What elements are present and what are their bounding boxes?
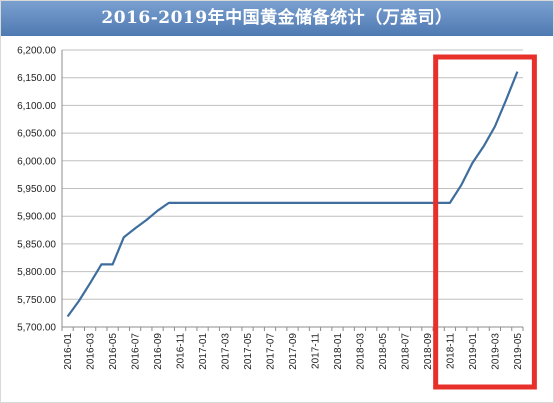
x-tick-label: 2019-01 bbox=[468, 333, 479, 370]
y-tick-label: 6,050.00 bbox=[17, 129, 56, 140]
highlight-box bbox=[433, 54, 537, 390]
x-tick-label: 2016-07 bbox=[131, 333, 142, 370]
y-tick-label: 6,150.00 bbox=[17, 73, 56, 84]
highlight-layer bbox=[433, 54, 537, 390]
series-line bbox=[66, 71, 519, 318]
series-layer bbox=[66, 71, 519, 318]
x-tick-label: 2018-05 bbox=[378, 333, 389, 370]
y-tick-label: 6,000.00 bbox=[17, 156, 56, 167]
x-tick-label: 2018-03 bbox=[355, 333, 366, 370]
y-tick-label: 5,850.00 bbox=[17, 239, 56, 250]
y-tick-label: 6,100.00 bbox=[17, 101, 56, 112]
y-tick-label: 6,200.00 bbox=[17, 46, 56, 57]
y-tick-label: 5,750.00 bbox=[17, 295, 56, 306]
x-tick-label: 2017-07 bbox=[266, 333, 277, 370]
x-tick-label: 2019-05 bbox=[513, 333, 524, 370]
x-tick-label: 2018-09 bbox=[423, 333, 434, 370]
x-tick-label: 2019-03 bbox=[490, 333, 501, 370]
y-tick-label: 5,700.00 bbox=[17, 323, 56, 334]
x-tick-label: 2016-11 bbox=[176, 333, 187, 369]
x-tick-label: 2016-01 bbox=[63, 333, 74, 370]
x-tick-label: 2016-09 bbox=[153, 333, 164, 370]
x-axis bbox=[61, 50, 524, 331]
y-tick-label: 5,950.00 bbox=[17, 184, 56, 195]
x-tick-label: 2016-03 bbox=[86, 333, 97, 370]
chart-title: 2016-2019年中国黄金储备统计（万盎司） bbox=[1, 1, 553, 36]
x-tick-label: 2018-07 bbox=[400, 333, 411, 370]
x-tick-label: 2017-01 bbox=[198, 333, 209, 370]
x-tick-label: 2016-05 bbox=[108, 333, 119, 370]
y-tick-label: 5,800.00 bbox=[17, 267, 56, 278]
x-tick-label: 2018-11 bbox=[445, 333, 456, 369]
x-tick-label: 2018-01 bbox=[333, 333, 344, 370]
x-axis-ticks: 2016-01 2016-03 2016-05 2016-07 2016-09 2016-… bbox=[63, 333, 524, 370]
x-tick-label: 2017-09 bbox=[288, 333, 299, 370]
y-axis-ticks: 5,700.00 5,750.00 5,800.00 5,850.00 5,900.00… bbox=[17, 46, 56, 334]
x-tick-label: 2017-05 bbox=[243, 333, 254, 370]
y-tick-label: 5,900.00 bbox=[17, 212, 56, 223]
x-tick-label: 2017-11 bbox=[310, 333, 321, 369]
y-gridlines bbox=[62, 49, 523, 328]
x-tick-label: 2017-03 bbox=[221, 333, 232, 370]
